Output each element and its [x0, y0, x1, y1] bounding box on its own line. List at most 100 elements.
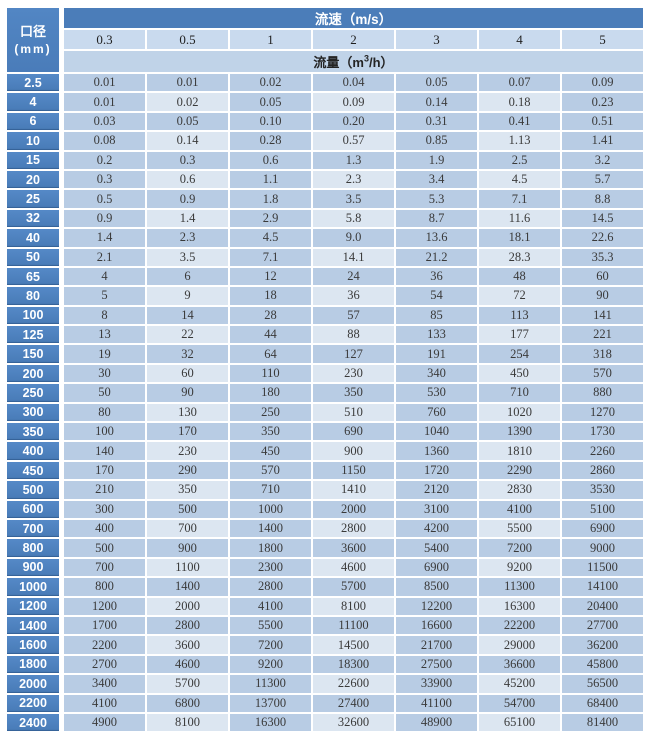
flow-cell: 2700: [64, 655, 145, 674]
flow-cell: 12200: [396, 597, 477, 615]
diameter-label: 32: [7, 209, 62, 228]
flow-cell: 4600: [313, 558, 394, 577]
flow-cell: 20400: [562, 597, 643, 615]
flow-cell: 0.23: [562, 93, 643, 111]
flow-cell: 44: [230, 326, 311, 344]
diameter-header-label: 口径: [19, 24, 46, 40]
flow-cell: 57: [313, 306, 394, 325]
flow-cell: 1.9: [396, 151, 477, 169]
velocity-column-header: 4: [479, 30, 560, 49]
diameter-label: 10: [7, 132, 62, 150]
flow-cell: 3.5: [313, 190, 394, 208]
table-row: 100 8 14 28 57 85 113 141: [7, 306, 643, 325]
flow-cell: 0.85: [396, 132, 477, 150]
flow-cell: 1020: [479, 403, 560, 422]
velocity-column-header: 1: [230, 30, 311, 49]
flow-cell: 230: [147, 442, 228, 460]
flow-cell: 5100: [562, 500, 643, 518]
flow-cell: 400: [64, 519, 145, 538]
table-row: 600 300 500 1000 2000 3100 4100 5100: [7, 500, 643, 518]
table-row: 50 2.1 3.5 7.1 14.1 21.2 28.3 35.3: [7, 248, 643, 266]
flow-cell: 1730: [562, 423, 643, 441]
flow-cell: 1810: [479, 442, 560, 460]
flow-cell: 254: [479, 345, 560, 363]
flow-cell: 3530: [562, 481, 643, 499]
table-row: 700 400 700 1400 2800 4200 5500 6900: [7, 519, 643, 538]
flow-cell: 4100: [479, 500, 560, 518]
flow-cell: 8100: [313, 597, 394, 615]
flow-cell: 710: [479, 384, 560, 402]
flow-cell: 3600: [147, 636, 228, 654]
velocity-header: 流速（m/s）: [64, 8, 643, 28]
flow-cell: 8100: [147, 713, 228, 732]
flow-cell: 24: [313, 267, 394, 286]
table-row: 2.5 0.01 0.01 0.02 0.04 0.05 0.07 0.09: [7, 74, 643, 92]
flow-cell: 4600: [147, 655, 228, 674]
flow-cell: 760: [396, 403, 477, 422]
flow-cell: 22600: [313, 675, 394, 693]
table-row: 1800 2700 4600 9200 18300 27500 36600 45800: [7, 655, 643, 674]
flow-cell: 130: [147, 403, 228, 422]
diameter-label: 1400: [7, 616, 62, 635]
table-row: 200 30 60 110 230 340 450 570: [7, 364, 643, 383]
flow-cell: 450: [479, 364, 560, 383]
flow-cell: 16300: [230, 713, 311, 732]
flow-cell: 18300: [313, 655, 394, 674]
diameter-unit-label: (mm): [14, 41, 52, 56]
flow-cell: 45200: [479, 675, 560, 693]
flow-cell: 4900: [64, 713, 145, 732]
flow-cell: 36: [396, 267, 477, 286]
flow-cell: 0.28: [230, 132, 311, 150]
flow-cell: 9000: [562, 539, 643, 557]
table-row: 1200 1200 2000 4100 8100 12200 16300 20400: [7, 597, 643, 615]
diameter-label: 1800: [7, 655, 62, 674]
flow-cell: 0.14: [147, 132, 228, 150]
flow-cell: 700: [147, 519, 228, 538]
flow-cell: 250: [230, 403, 311, 422]
diameter-label: 600: [7, 500, 62, 518]
flow-cell: 27700: [562, 616, 643, 635]
flow-cell: 1000: [230, 500, 311, 518]
flow-cell: 6800: [147, 694, 228, 712]
flow-cell: 4.5: [479, 170, 560, 189]
flow-cell: 318: [562, 345, 643, 363]
flow-cell: 500: [147, 500, 228, 518]
flow-cell: 300: [64, 500, 145, 518]
flow-cell: 80: [64, 403, 145, 422]
flow-cell: 9: [147, 287, 228, 305]
flow-cell: 0.20: [313, 112, 394, 131]
diameter-label: 1000: [7, 578, 62, 596]
flow-cell: 8.7: [396, 209, 477, 228]
flow-cell: 570: [562, 364, 643, 383]
flow-cell: 21700: [396, 636, 477, 654]
diameter-label: 4: [7, 93, 62, 111]
flow-cell: 1410: [313, 481, 394, 499]
flow-cell: 0.6: [230, 151, 311, 169]
flow-unit-superscript: 3: [363, 53, 369, 64]
flow-cell: 0.18: [479, 93, 560, 111]
diameter-label: 80: [7, 287, 62, 305]
table-row: 400 140 230 450 900 1360 1810 2260: [7, 442, 643, 460]
diameter-header-cell: 口径 (mm): [7, 8, 62, 72]
flow-cell: 4100: [64, 694, 145, 712]
table-row: 500 210 350 710 1410 2120 2830 3530: [7, 481, 643, 499]
table-row: 250 50 90 180 350 530 710 880: [7, 384, 643, 402]
table-row: 2200 4100 6800 13700 27400 41100 54700 68400: [7, 694, 643, 712]
flow-cell: 0.09: [313, 93, 394, 111]
flow-cell: 0.10: [230, 112, 311, 131]
flow-cell: 7200: [479, 539, 560, 557]
flow-cell: 0.01: [64, 93, 145, 111]
flow-cell: 45800: [562, 655, 643, 674]
flow-cell: 0.01: [64, 74, 145, 92]
flow-cell: 32600: [313, 713, 394, 732]
flow-cell: 27500: [396, 655, 477, 674]
flow-cell: 14100: [562, 578, 643, 596]
flow-cell: 4100: [230, 597, 311, 615]
flow-cell: 2120: [396, 481, 477, 499]
flow-cell: 3.5: [147, 248, 228, 266]
flow-cell: 85: [396, 306, 477, 325]
table-row: 450 170 290 570 1150 1720 2290 2860: [7, 461, 643, 480]
flow-cell: 113: [479, 306, 560, 325]
flow-cell: 35.3: [562, 248, 643, 266]
